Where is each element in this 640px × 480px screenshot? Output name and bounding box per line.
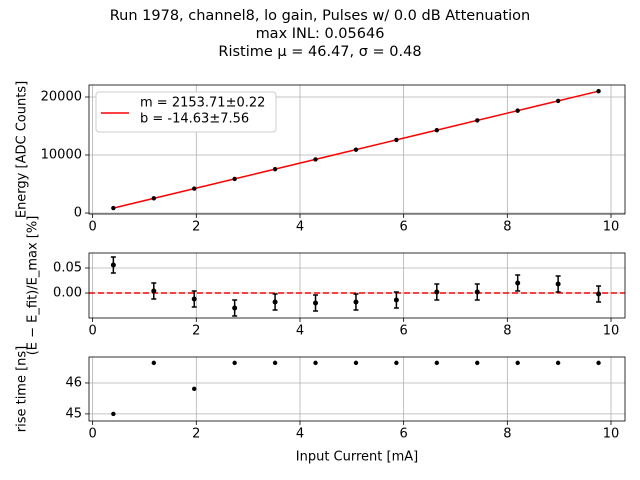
data-point (434, 360, 440, 366)
data-point (394, 360, 399, 366)
y-tick-label: 0.05 (53, 261, 82, 276)
data-point (434, 289, 440, 295)
data-point (475, 360, 480, 366)
x-tick-label: 8 (503, 324, 511, 339)
data-point (394, 137, 399, 143)
data-point (313, 360, 318, 366)
axes-frame (88, 84, 626, 215)
data-point (353, 299, 359, 305)
data-point (192, 186, 197, 191)
y-tick-label: 0.00 (53, 286, 82, 301)
y-tick-label: 46 (65, 375, 82, 390)
x-tick-label: 0 (88, 220, 96, 235)
y-axis-label: Energy [ADC Counts] (15, 81, 30, 218)
x-tick-label: 6 (400, 220, 408, 235)
x-tick-label: 6 (400, 427, 408, 442)
data-point (515, 108, 520, 113)
data-point (515, 280, 521, 286)
legend-label: m = 2153.71±0.22 (140, 96, 265, 111)
data-point (353, 360, 359, 366)
x-tick-label: 2 (192, 324, 200, 339)
data-point (596, 291, 602, 297)
data-point (111, 205, 116, 211)
y-tick-label: 0 (74, 206, 82, 221)
data-point (111, 411, 116, 417)
chart-title: Run 1978, channel8, lo gain, Pulses w/ 0… (110, 8, 531, 24)
data-point (555, 98, 561, 104)
data-point (232, 305, 238, 311)
axes-frame (88, 356, 626, 422)
data-point (596, 88, 601, 94)
x-tick-label: 0 (88, 427, 96, 442)
x-tick-label: 4 (296, 324, 304, 339)
chart-title: Ristime μ = 46.47, σ = 0.48 (218, 44, 421, 60)
data-point (272, 299, 278, 305)
x-tick-label: 6 (400, 324, 408, 339)
legend-label: b = -14.63±7.56 (140, 112, 249, 127)
data-point (110, 262, 116, 268)
data-point (313, 157, 318, 162)
legend-box (95, 91, 277, 133)
data-point (475, 118, 480, 123)
data-point (192, 386, 197, 392)
data-point (353, 147, 359, 152)
data-point (474, 289, 480, 295)
x-tick-label: 0 (88, 324, 96, 339)
data-point (555, 360, 561, 366)
data-point (313, 300, 319, 306)
data-point (232, 176, 237, 182)
x-tick-label: 2 (192, 220, 200, 235)
axes-frame (88, 252, 626, 319)
data-point (232, 360, 237, 366)
chart-title: max INL: 0.05646 (256, 26, 385, 42)
data-point (596, 360, 601, 366)
x-tick-label: 4 (296, 220, 304, 235)
y-axis-label: rise time [ns] (15, 346, 30, 433)
data-point (151, 360, 156, 366)
y-tick-label: 10000 (41, 148, 82, 163)
legend: m = 2153.71±0.22b = -14.63±7.56 (95, 91, 277, 133)
x-axis-label: Input Current [mA] (296, 450, 418, 465)
x-tick-label: 10 (603, 324, 620, 339)
data-point (191, 296, 197, 302)
x-tick-label: 8 (503, 427, 511, 442)
x-tick-label: 10 (603, 220, 620, 235)
data-point (151, 196, 156, 201)
data-point (272, 360, 278, 366)
data-point (434, 127, 440, 133)
data-point (393, 297, 399, 303)
data-point (555, 281, 561, 287)
data-point (151, 288, 157, 294)
y-axis-label: (E − E_fit)/E_max [%] (26, 216, 41, 356)
data-point (515, 360, 520, 366)
x-tick-label: 2 (192, 427, 200, 442)
x-tick-label: 10 (603, 427, 620, 442)
y-tick-label: 20000 (41, 90, 82, 105)
y-tick-label: 45 (65, 406, 82, 421)
x-tick-label: 8 (503, 220, 511, 235)
x-tick-label: 4 (296, 427, 304, 442)
data-point (272, 166, 278, 172)
